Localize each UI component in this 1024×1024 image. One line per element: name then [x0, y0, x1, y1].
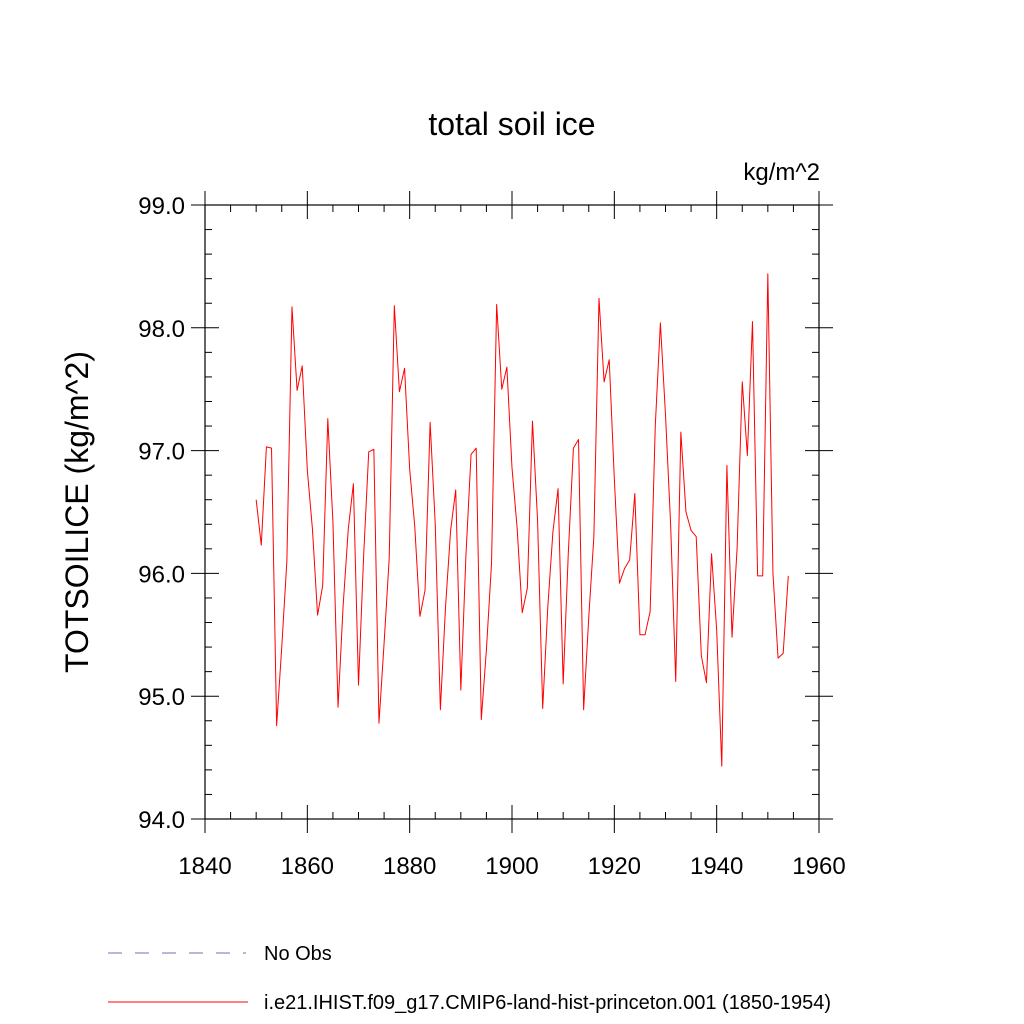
x-tick-label: 1940: [690, 853, 743, 880]
chart-title: total soil ice: [428, 106, 595, 142]
y-axis-label: TOTSOILICE (kg/m^2): [59, 351, 95, 673]
x-tick-label: 1840: [178, 853, 231, 880]
axis-tick-labels: 1840 1860 1880 1900 1920 1940 1960 94.0 95.0 96.0…: [138, 193, 845, 880]
legend-label-model-run: i.e21.IHIST.f09_g17.CMIP6-land-hist-prin…: [264, 992, 831, 1014]
x-tick-label: 1920: [588, 853, 641, 880]
legend-label-no-obs: No Obs: [264, 943, 332, 965]
y-tick-label: 96.0: [138, 561, 185, 588]
y-tick-label: 97.0: [138, 439, 185, 466]
legend: No Obs i.e21.IHIST.f09_g17.CMIP6-land-hi…: [108, 943, 831, 1014]
y-tick-label: 99.0: [138, 193, 185, 220]
x-tick-label: 1960: [792, 853, 845, 880]
plot-frame: [204, 204, 820, 820]
series-layer: [255, 273, 789, 767]
units-label: kg/m^2: [743, 159, 820, 186]
y-tick-label: 95.0: [138, 684, 185, 711]
x-tick-label: 1880: [383, 853, 436, 880]
series-line: [255, 273, 789, 767]
y-tick-label: 98.0: [138, 316, 185, 343]
x-tick-label: 1900: [485, 853, 538, 880]
axis-ticks: [191, 191, 833, 833]
x-tick-label: 1860: [281, 853, 334, 880]
y-tick-label: 94.0: [138, 807, 185, 834]
